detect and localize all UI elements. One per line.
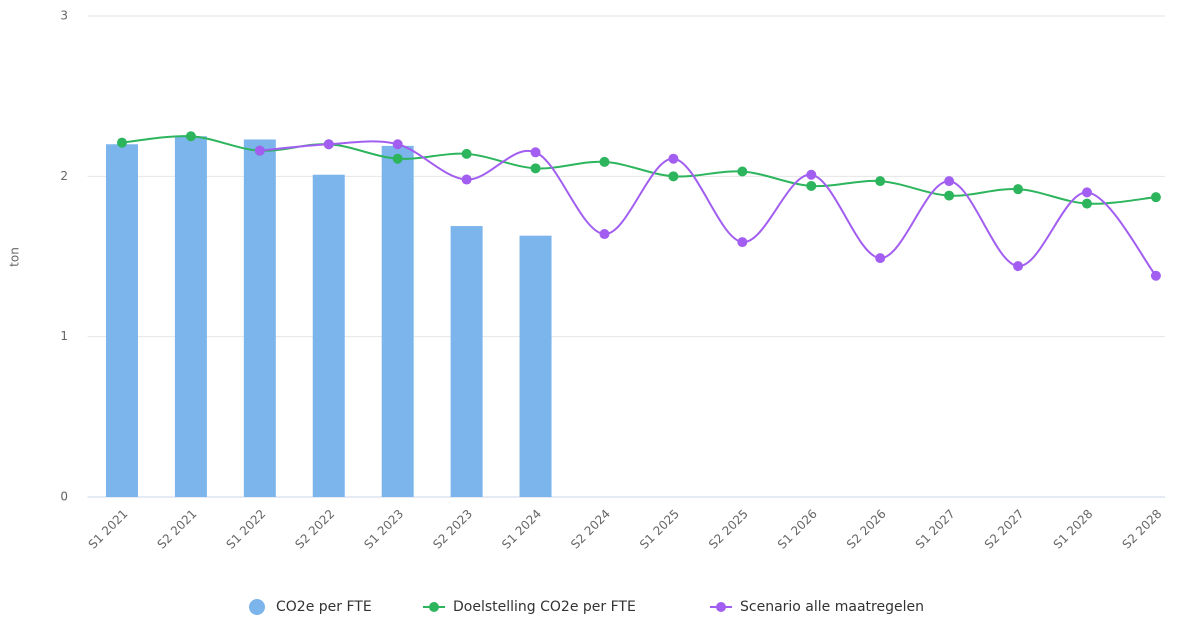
- point: [1013, 184, 1024, 195]
- point: [254, 145, 265, 156]
- point: [392, 139, 403, 150]
- point: [599, 156, 610, 167]
- point: [875, 176, 886, 187]
- x-tick-label: S2 2026: [844, 507, 889, 552]
- x-tick-label: S1 2027: [913, 507, 958, 552]
- y-axis-label: ton: [8, 247, 22, 267]
- point: [185, 131, 196, 142]
- line: [121, 135, 1157, 205]
- bar: [381, 145, 414, 497]
- point: [737, 237, 748, 248]
- legend-marker: [429, 602, 439, 612]
- point: [116, 137, 127, 148]
- y-tick-label: 0: [60, 490, 68, 504]
- point: [944, 176, 955, 187]
- bar: [105, 144, 138, 497]
- x-tick-label: S2 2027: [982, 507, 1027, 552]
- x-tick-label: S2 2022: [292, 507, 337, 552]
- bar: [519, 235, 552, 497]
- x-tick-label: S2 2023: [430, 507, 475, 552]
- point: [668, 171, 679, 182]
- point: [944, 190, 955, 201]
- point: [530, 147, 541, 158]
- legend-label: CO2e per FTE: [276, 599, 372, 615]
- point: [668, 153, 679, 164]
- point: [806, 180, 817, 191]
- x-tick-label: S1 2028: [1051, 507, 1096, 552]
- bar: [450, 226, 483, 497]
- point: [1013, 261, 1024, 272]
- point: [461, 174, 472, 185]
- legend-label: Scenario alle maatregelen: [740, 599, 924, 615]
- x-tick-label: S2 2024: [568, 507, 613, 552]
- point: [1150, 192, 1161, 203]
- point: [323, 139, 334, 150]
- point: [599, 229, 610, 240]
- x-tick-label: S2 2028: [1120, 507, 1165, 552]
- point: [530, 163, 541, 174]
- x-tick-label: S2 2021: [155, 507, 200, 552]
- y-tick-label: 1: [60, 329, 68, 343]
- point: [806, 169, 817, 180]
- point: [737, 166, 748, 177]
- x-tick-label: S2 2025: [706, 507, 751, 552]
- x-tick-label: S1 2025: [637, 507, 682, 552]
- bar: [312, 174, 345, 498]
- bar: [174, 136, 207, 497]
- legend-marker: [249, 599, 265, 615]
- x-tick-label: S1 2024: [499, 507, 544, 552]
- point: [1081, 187, 1092, 198]
- legend-marker: [716, 602, 726, 612]
- point: [875, 253, 886, 264]
- bar: [243, 139, 276, 497]
- x-tick-label: S1 2021: [86, 507, 131, 552]
- point: [1150, 270, 1161, 281]
- legend-label: Doelstelling CO2e per FTE: [453, 599, 636, 615]
- x-tick-label: S1 2022: [223, 507, 268, 552]
- point: [392, 153, 403, 164]
- y-tick-label: 2: [60, 169, 68, 183]
- y-tick-label: 3: [60, 9, 68, 23]
- x-tick-label: S1 2026: [775, 507, 820, 552]
- point: [1081, 198, 1092, 209]
- point: [461, 148, 472, 159]
- x-tick-label: S1 2023: [361, 507, 406, 552]
